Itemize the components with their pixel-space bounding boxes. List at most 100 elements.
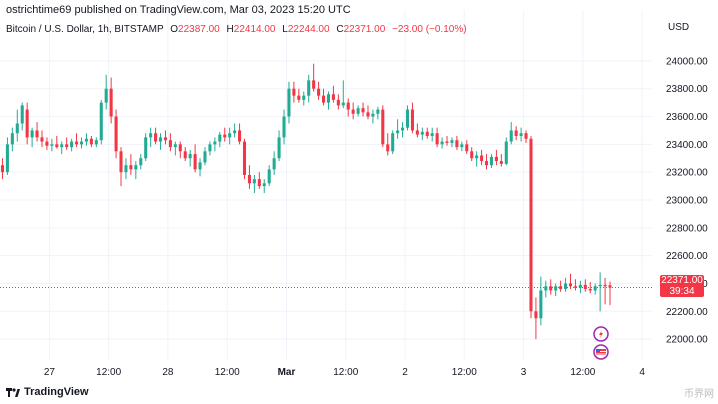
candle-body [499,161,503,164]
watermark: 币界网 [684,389,714,400]
candle-body [70,141,74,148]
currency-label: USD [668,22,689,33]
candle-body [129,165,133,170]
candle-body [134,165,138,170]
candle-body [154,133,158,142]
x-tick-label: 3 [521,367,527,378]
candle-body [15,123,19,134]
candle-body [35,130,39,138]
candle-body [60,144,64,148]
candle-body [114,116,118,152]
candle-body [55,144,59,148]
candle-body [89,138,93,145]
candle-body [484,161,489,166]
time-axis[interactable]: 27 12:00 28 12:00 Mar 12:00 2 12:00 3 12:00 4 [44,367,646,378]
candle-body [588,289,592,291]
us-flag-icon[interactable] [593,344,609,360]
candle-body [292,88,296,96]
candle-body [50,144,54,146]
candle-body [356,108,360,114]
y-tick-label: 22200.00 [666,307,708,318]
candle-body [307,80,311,96]
x-tick-label: 12:00 [333,367,358,378]
candle-body [470,151,474,159]
candle-body [445,141,449,143]
candle-body [173,144,177,148]
candle-body [312,80,316,89]
x-tick-label: 4 [639,367,645,378]
candle-body [480,155,484,162]
y-tick-label: 23800.00 [666,84,708,95]
lightning-icon[interactable] [593,326,609,342]
candle-body [519,133,523,136]
candle-body [25,109,29,138]
candle-body [183,151,187,159]
candle-body [514,130,518,136]
publish-header: ostrichtime69 published on TradingView.c… [6,4,351,16]
candle-body [10,133,14,145]
candle-body [603,284,607,287]
candle-body [238,130,242,142]
candle-body [401,127,405,131]
candle-body [0,165,5,173]
candle-body [119,151,123,173]
low-value: 22244.00 [287,24,330,35]
candle-body [568,283,573,287]
candle-body [321,95,326,103]
x-tick-label: 28 [162,367,174,378]
symbol-name[interactable]: Bitcoin / U.S. Dollar, 1h, BITSTAMP [6,24,164,35]
price-axis[interactable]: 22000.0022200.0022400.0022600.0022800.00… [666,56,708,345]
y-tick-label: 24000.00 [666,56,708,67]
close-label: C [336,24,344,35]
candle-body [494,156,498,162]
candle-body [262,183,266,187]
candle-body [534,311,538,319]
candle-body [104,88,108,103]
change-value: −23.00 (−0.10%) [392,24,467,35]
candle-body [435,133,439,145]
candle-body [504,141,508,164]
candle-body [144,137,148,159]
candle-body [549,286,553,291]
candle-body [425,131,429,136]
candle-body [410,109,414,131]
candle-body [336,99,340,106]
x-tick-label: 2 [402,367,408,378]
candle-body [247,174,251,184]
ohlc-legend: Bitcoin / U.S. Dollar, 1h, BITSTAMP O223… [6,24,467,35]
x-tick-label: 12:00 [215,367,240,378]
candle-body [84,138,88,142]
tradingview-footer[interactable]: TradingView [6,386,89,398]
candle-body [218,134,222,142]
candle-body [564,283,568,290]
x-tick-label: Mar [278,367,296,378]
candle-body [554,286,558,291]
candle-body [79,141,84,145]
candle-body [544,286,548,291]
y-tick-label: 23600.00 [666,112,708,123]
candle-body [351,109,355,114]
candle-body [331,94,335,100]
candle-body [40,137,44,142]
candle-body [302,95,306,100]
open-value: 22387.00 [178,24,220,35]
candle-body [252,179,256,184]
candle-body [45,141,49,146]
candle-body [233,130,237,134]
candle-body [573,286,577,288]
x-tick-label: 12:00 [452,367,477,378]
candle-body [509,130,513,142]
x-tick-label: 12:00 [96,367,121,378]
y-tick-label: 23200.00 [666,168,708,179]
candle-body [366,112,370,117]
candle-body [376,109,380,114]
candle-body [593,286,597,291]
grid-lines [0,10,652,360]
candle-body [203,151,207,163]
candle-body [223,134,227,138]
candle-body [257,179,261,187]
candle-body [430,133,434,136]
tradingview-logo-icon [6,387,20,397]
candle-body [193,154,197,170]
